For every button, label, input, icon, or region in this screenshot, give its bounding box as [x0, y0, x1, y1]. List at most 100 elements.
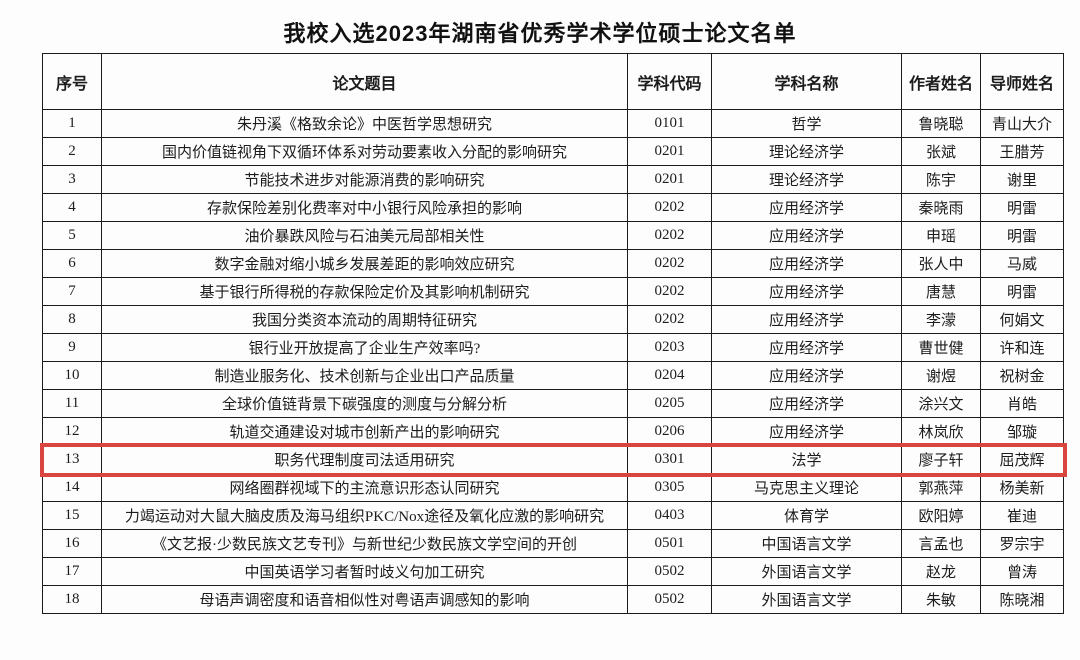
cell-serial-number: 15 [42, 501, 102, 530]
cell-advisor-name: 杨美新 [980, 473, 1064, 502]
cell-advisor-name: 青山大介 [980, 109, 1064, 138]
cell-subject-code: 0101 [627, 109, 712, 138]
cell-author-name: 申瑶 [901, 221, 981, 250]
cell-serial-number: 11 [42, 389, 102, 418]
cell-subject-code: 0403 [627, 501, 712, 530]
cell-subject-name: 应用经济学 [711, 333, 902, 362]
cell-subject-code: 0204 [627, 361, 712, 390]
cell-subject-name: 应用经济学 [711, 193, 902, 222]
cell-author-name: 欧阳婷 [901, 501, 981, 530]
cell-subject-code: 0301 [627, 445, 712, 474]
cell-advisor-name: 肖皓 [980, 389, 1064, 418]
cell-serial-number: 17 [42, 557, 102, 586]
cell-advisor-name: 明雷 [980, 277, 1064, 306]
table-row: 9 银行业开放提高了企业生产效率吗? 0203 应用经济学 曹世健 许和连 [42, 333, 1064, 362]
cell-subject-code: 0205 [627, 389, 712, 418]
cell-thesis-title: 油价暴跌风险与石油美元局部相关性 [101, 221, 628, 250]
cell-thesis-title: 数字金融对缩小城乡发展差距的影响效应研究 [101, 249, 628, 278]
cell-author-name: 唐慧 [901, 277, 981, 306]
cell-subject-code: 0202 [627, 249, 712, 278]
cell-thesis-title: 中国英语学习者暂时歧义句加工研究 [101, 557, 628, 586]
cell-subject-code: 0201 [627, 137, 712, 166]
cell-thesis-title: 银行业开放提高了企业生产效率吗? [101, 333, 628, 362]
cell-serial-number: 10 [42, 361, 102, 390]
cell-subject-code: 0202 [627, 277, 712, 306]
header-cell-code: 学科代码 [627, 53, 712, 110]
table-row: 4 存款保险差别化费率对中小银行风险承担的影响 0202 应用经济学 秦晓雨 明… [42, 193, 1064, 222]
cell-author-name: 李濛 [901, 305, 981, 334]
page-title: 我校入选2023年湖南省优秀学术学位硕士论文名单 [283, 21, 797, 46]
cell-serial-number: 13 [42, 445, 102, 474]
cell-thesis-title: 职务代理制度司法适用研究 [101, 445, 628, 474]
cell-subject-code: 0202 [627, 193, 712, 222]
cell-serial-number: 3 [42, 165, 102, 194]
cell-subject-name: 应用经济学 [711, 361, 902, 390]
cell-author-name: 鲁晓聪 [901, 109, 981, 138]
cell-subject-name: 应用经济学 [711, 249, 902, 278]
cell-advisor-name: 屈茂辉 [980, 445, 1064, 474]
table-row: 1 朱丹溪《格致余论》中医哲学思想研究 0101 哲学 鲁晓聪 青山大介 [42, 109, 1064, 138]
table-row: 12 轨道交通建设对城市创新产出的影响研究 0206 应用经济学 林岚欣 邹璇 [42, 417, 1064, 446]
cell-author-name: 廖子轩 [901, 445, 981, 474]
cell-subject-name: 应用经济学 [711, 277, 902, 306]
cell-serial-number: 8 [42, 305, 102, 334]
cell-author-name: 朱敏 [901, 585, 981, 614]
cell-serial-number: 6 [42, 249, 102, 278]
cell-author-name: 言孟也 [901, 529, 981, 558]
cell-advisor-name: 明雷 [980, 221, 1064, 250]
cell-serial-number: 5 [42, 221, 102, 250]
cell-thesis-title: 我国分类资本流动的周期特征研究 [101, 305, 628, 334]
table-row: 17 中国英语学习者暂时歧义句加工研究 0502 外国语言文学 赵龙 曾涛 [42, 557, 1064, 586]
cell-serial-number: 2 [42, 137, 102, 166]
cell-author-name: 谢煜 [901, 361, 981, 390]
cell-subject-name: 理论经济学 [711, 165, 902, 194]
cell-thesis-title: 节能技术进步对能源消费的影响研究 [101, 165, 628, 194]
table-row: 14 网络圈群视域下的主流意识形态认同研究 0305 马克思主义理论 郭燕萍 杨… [42, 473, 1064, 502]
cell-serial-number: 18 [42, 585, 102, 614]
cell-advisor-name: 许和连 [980, 333, 1064, 362]
cell-advisor-name: 马威 [980, 249, 1064, 278]
cell-author-name: 林岚欣 [901, 417, 981, 446]
cell-thesis-title: 轨道交通建设对城市创新产出的影响研究 [101, 417, 628, 446]
cell-serial-number: 4 [42, 193, 102, 222]
table-row: 3 节能技术进步对能源消费的影响研究 0201 理论经济学 陈宇 谢里 [42, 165, 1064, 194]
table-row: 6 数字金融对缩小城乡发展差距的影响效应研究 0202 应用经济学 张人中 马威 [42, 249, 1064, 278]
cell-thesis-title: 《文艺报·少数民族文艺专刊》与新世纪少数民族文学空间的开创 [101, 529, 628, 558]
table-row: 7 基于银行所得税的存款保险定价及其影响机制研究 0202 应用经济学 唐慧 明… [42, 277, 1064, 306]
header-cell-title: 论文题目 [101, 53, 628, 110]
table-row: 18 母语声调密度和语音相似性对粤语声调感知的影响 0502 外国语言文学 朱敏… [42, 585, 1064, 614]
cell-subject-name: 外国语言文学 [711, 585, 902, 614]
cell-subject-name: 体育学 [711, 501, 902, 530]
cell-subject-name: 理论经济学 [711, 137, 902, 166]
cell-author-name: 赵龙 [901, 557, 981, 586]
table-row: 15 力竭运动对大鼠大脑皮质及海马组织PKC/Nox途径及氧化应激的影响研究 0… [42, 501, 1064, 530]
cell-subject-code: 0201 [627, 165, 712, 194]
header-cell-advisor: 导师姓名 [980, 53, 1064, 110]
cell-serial-number: 9 [42, 333, 102, 362]
table-row: 11 全球价值链背景下碳强度的测度与分解分析 0205 应用经济学 涂兴文 肖皓 [42, 389, 1064, 418]
header-cell-subject: 学科名称 [711, 53, 902, 110]
cell-advisor-name: 罗宗宇 [980, 529, 1064, 558]
cell-thesis-title: 制造业服务化、技术创新与企业出口产品质量 [101, 361, 628, 390]
cell-thesis-title: 力竭运动对大鼠大脑皮质及海马组织PKC/Nox途径及氧化应激的影响研究 [101, 501, 628, 530]
cell-author-name: 张人中 [901, 249, 981, 278]
table-row: 13 职务代理制度司法适用研究 0301 法学 廖子轩 屈茂辉 [39, 442, 1067, 477]
thesis-table: 序号 论文题目 学科代码 学科名称 作者姓名 导师姓名 1 朱丹溪《格致余论》中… [39, 53, 1067, 614]
cell-subject-code: 0206 [627, 417, 712, 446]
cell-subject-code: 0305 [627, 473, 712, 502]
cell-thesis-title: 全球价值链背景下碳强度的测度与分解分析 [101, 389, 628, 418]
cell-subject-name: 应用经济学 [711, 417, 902, 446]
cell-author-name: 涂兴文 [901, 389, 981, 418]
cell-subject-name: 外国语言文学 [711, 557, 902, 586]
cell-advisor-name: 曾涛 [980, 557, 1064, 586]
table-row: 5 油价暴跌风险与石油美元局部相关性 0202 应用经济学 申瑶 明雷 [42, 221, 1064, 250]
cell-advisor-name: 陈晓湘 [980, 585, 1064, 614]
cell-subject-code: 0202 [627, 305, 712, 334]
cell-subject-name: 应用经济学 [711, 389, 902, 418]
cell-subject-code: 0501 [627, 529, 712, 558]
cell-subject-name: 应用经济学 [711, 221, 902, 250]
cell-thesis-title: 母语声调密度和语音相似性对粤语声调感知的影响 [101, 585, 628, 614]
cell-advisor-name: 崔迪 [980, 501, 1064, 530]
cell-author-name: 曹世健 [901, 333, 981, 362]
